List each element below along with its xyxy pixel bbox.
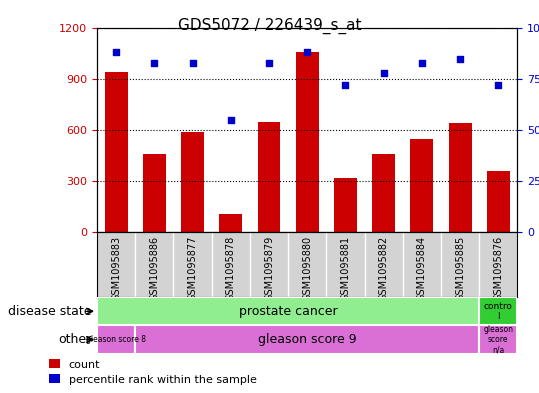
Point bbox=[341, 82, 350, 88]
Text: disease state: disease state bbox=[8, 305, 92, 318]
Text: GSM1095884: GSM1095884 bbox=[417, 235, 427, 301]
Bar bbox=[181, 132, 204, 232]
Text: GSM1095878: GSM1095878 bbox=[226, 235, 236, 301]
Text: prostate cancer: prostate cancer bbox=[239, 305, 337, 318]
Bar bbox=[479, 297, 517, 325]
Bar bbox=[219, 213, 242, 232]
Text: GSM1095877: GSM1095877 bbox=[188, 235, 198, 301]
Text: contro
l: contro l bbox=[484, 301, 513, 321]
Text: GSM1095885: GSM1095885 bbox=[455, 235, 465, 301]
Bar bbox=[334, 178, 357, 232]
Text: GSM1095879: GSM1095879 bbox=[264, 235, 274, 301]
Text: GDS5072 / 226439_s_at: GDS5072 / 226439_s_at bbox=[178, 18, 361, 34]
Point bbox=[456, 55, 465, 62]
Bar bbox=[296, 52, 319, 232]
Bar bbox=[448, 123, 472, 232]
Bar bbox=[487, 171, 510, 232]
Legend: count, percentile rank within the sample: count, percentile rank within the sample bbox=[49, 359, 257, 385]
Point bbox=[418, 59, 426, 66]
Bar bbox=[135, 325, 479, 354]
Point bbox=[150, 59, 158, 66]
Text: gleason
score
n/a: gleason score n/a bbox=[483, 325, 513, 354]
Text: GSM1095883: GSM1095883 bbox=[111, 235, 121, 301]
Point bbox=[226, 117, 235, 123]
Point bbox=[494, 82, 503, 88]
Bar bbox=[372, 154, 395, 232]
Point bbox=[112, 49, 120, 55]
Text: GSM1095881: GSM1095881 bbox=[341, 235, 350, 301]
Bar bbox=[258, 121, 280, 232]
Text: GSM1095876: GSM1095876 bbox=[493, 235, 503, 301]
Point bbox=[265, 59, 273, 66]
Bar bbox=[105, 72, 128, 232]
Bar bbox=[143, 154, 166, 232]
Point bbox=[379, 70, 388, 76]
Text: GSM1095886: GSM1095886 bbox=[149, 235, 160, 301]
Point bbox=[188, 59, 197, 66]
Text: gleason score 9: gleason score 9 bbox=[258, 333, 356, 346]
Text: GSM1095882: GSM1095882 bbox=[379, 235, 389, 301]
Bar bbox=[97, 325, 135, 354]
Text: gleason score 8: gleason score 8 bbox=[86, 335, 146, 344]
Text: GSM1095880: GSM1095880 bbox=[302, 235, 312, 301]
Point bbox=[303, 49, 312, 55]
Text: other: other bbox=[58, 333, 92, 346]
Bar bbox=[479, 325, 517, 354]
Bar bbox=[410, 139, 433, 232]
